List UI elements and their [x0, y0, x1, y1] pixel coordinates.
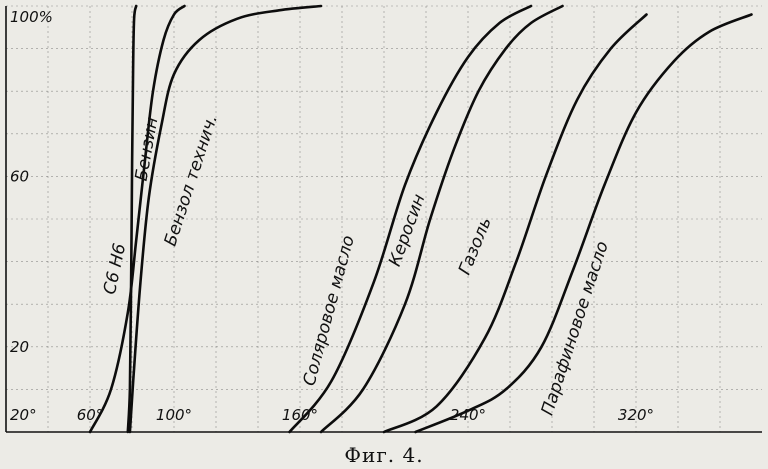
y-tick-label: 60 — [10, 167, 29, 185]
y-tick-label: 20 — [10, 338, 29, 356]
x-tick-label: 20° — [10, 406, 37, 424]
curve-label-gazol: Газоль — [455, 214, 496, 277]
curve-label-solyarovoe-maslo: Соляровое масло — [299, 233, 358, 388]
x-tick-label: 60° — [77, 406, 104, 424]
x-tick-label: 100° — [156, 406, 192, 424]
curve-benzol-technich — [128, 4, 323, 434]
curves-layer — [88, 4, 753, 434]
y-tick-label: 100% — [10, 8, 53, 26]
curve-gazol — [382, 13, 648, 434]
curve-kerosin — [319, 4, 564, 434]
x-tick-label: 160° — [282, 406, 318, 424]
curve-label-benzol-technich: Бензол технич. — [161, 112, 222, 248]
figure-caption: Фиг. 4. — [344, 443, 423, 467]
x-tick-label: 240° — [450, 406, 486, 424]
curve-parafinovoe-maslo — [414, 13, 753, 434]
grid-layer — [6, 5, 762, 432]
ticks-layer: 20° 60° 100° 160° 240° 320° 20 60 100% — [10, 8, 654, 424]
curve-label-c6h6: C6 H6 — [100, 241, 130, 296]
curve-solyarovoe-maslo — [288, 4, 533, 434]
x-tick-label: 320° — [618, 406, 654, 424]
curve-benzin — [88, 4, 186, 434]
curve-c6h6 — [126, 4, 138, 434]
